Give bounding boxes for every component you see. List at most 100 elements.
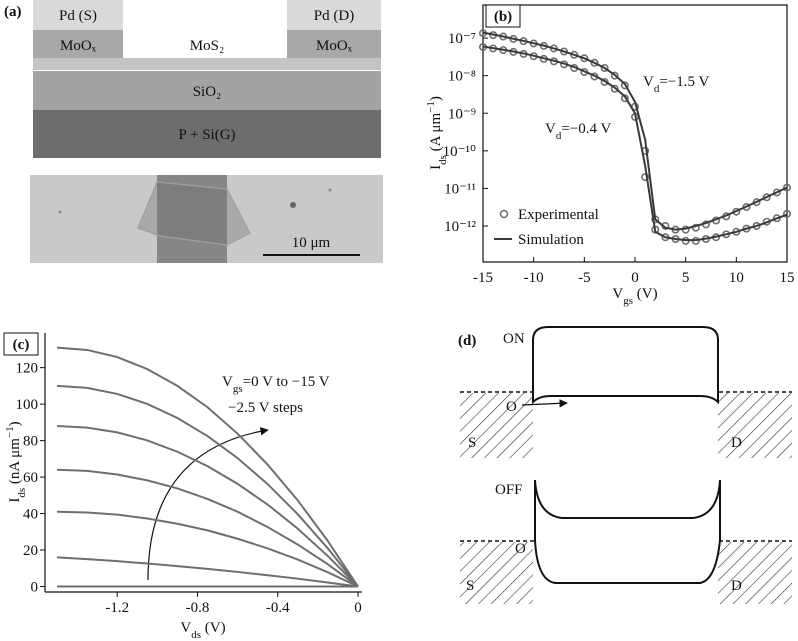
layer-label: MoOₓ xyxy=(316,38,353,54)
sio2-layer xyxy=(33,70,381,110)
panel-label-box xyxy=(3,332,39,356)
y-tick-label: 60 xyxy=(23,470,38,486)
band-on xyxy=(532,326,719,405)
data-point xyxy=(600,64,609,73)
y-axis-label: Ids (nA μm−1) xyxy=(4,421,28,502)
label-part: I xyxy=(7,498,23,503)
label-part: V xyxy=(612,286,623,302)
contact-hatch xyxy=(718,393,792,458)
drain-label: D xyxy=(731,435,742,451)
source-label: S xyxy=(466,578,474,594)
label-part: −1 xyxy=(425,101,437,113)
y-tick-label: 10⁻¹¹ xyxy=(444,181,476,197)
y-tick-label: 20 xyxy=(23,543,38,559)
layer-label: MoS₂ xyxy=(190,38,224,54)
x-tick-label: 0 xyxy=(354,600,362,616)
panel-label-box xyxy=(485,4,521,28)
x-tick-label: 15 xyxy=(780,270,795,286)
panel-label: (a) xyxy=(4,4,22,20)
label-part: =−0.4 V xyxy=(561,121,611,137)
data-line xyxy=(482,45,788,242)
layer-label: MoOₓ xyxy=(60,38,97,54)
x-tick-label: -15 xyxy=(473,270,493,286)
label-part: =−1.5 V xyxy=(659,74,709,90)
arrow xyxy=(521,399,568,408)
annotation: −2.5 V steps xyxy=(228,400,303,416)
label-part: I xyxy=(428,165,444,170)
y-tick-label: 100 xyxy=(16,397,39,413)
data-point xyxy=(762,193,771,202)
speck xyxy=(58,210,62,214)
source-label: S xyxy=(468,435,476,451)
contact-hatch xyxy=(460,542,533,604)
label-part: −1 xyxy=(4,426,16,438)
label-part: d xyxy=(556,130,562,142)
label-part: V xyxy=(180,620,191,636)
gate-layer xyxy=(33,110,381,158)
scale-bar-label: 10 μm xyxy=(292,235,331,251)
label-part: (nA μm xyxy=(7,438,23,488)
x-axis-label: Vgs (V) xyxy=(612,286,657,307)
data-point xyxy=(610,84,619,93)
x-tick-label: 10 xyxy=(729,270,744,286)
label-part: ds xyxy=(16,488,28,498)
panel-d: (d) ON O S D OFF O S D xyxy=(458,326,792,604)
label-part: =0 V to −15 V xyxy=(243,374,330,390)
x-tick-label: 5 xyxy=(682,270,690,286)
state-label: OFF xyxy=(495,482,523,498)
y-tick-label: 120 xyxy=(16,361,39,377)
data-point xyxy=(641,173,650,182)
data-line xyxy=(56,556,359,588)
label-part: gs xyxy=(623,295,633,307)
data-point xyxy=(620,94,629,103)
x-tick-label: -1.2 xyxy=(105,600,129,616)
contact-hatch xyxy=(460,393,533,458)
legend-marker xyxy=(499,209,509,219)
origin-label: O xyxy=(515,541,526,557)
moox-right xyxy=(287,30,381,58)
label-part: ds xyxy=(191,629,201,641)
data-point xyxy=(782,183,791,192)
data-line xyxy=(56,346,359,588)
annotation: Vd=−0.4 V xyxy=(545,121,611,142)
gate-stripe xyxy=(157,175,227,263)
speck xyxy=(290,202,296,208)
label-part: d xyxy=(654,83,660,95)
layer-label: P + Si(G) xyxy=(178,127,235,143)
panel-label: (d) xyxy=(458,333,476,349)
flake xyxy=(137,181,251,246)
label-part: V xyxy=(545,121,556,137)
drain-label: D xyxy=(731,578,742,594)
label-part: (A μm xyxy=(428,113,444,156)
y-tick-label: 10⁻⁸ xyxy=(448,69,476,85)
y-tick-label: 10⁻⁷ xyxy=(448,31,476,47)
label-part: (V) xyxy=(201,620,226,636)
source-contact xyxy=(33,0,123,30)
annotation: Vgs=0 V to −15 V xyxy=(222,374,330,395)
data-line xyxy=(482,31,788,231)
y-axis-label: Ids (A μm−1) xyxy=(425,96,449,170)
moox-left xyxy=(33,30,123,58)
mos2-layer xyxy=(33,58,381,70)
layer-label: SiO₂ xyxy=(193,84,222,100)
y-tick-label: 10⁻¹² xyxy=(444,219,476,235)
data-point xyxy=(580,54,589,63)
band-off xyxy=(534,479,721,584)
panel-a: (a) Pd (S) Pd (D) MoOₓ MoOₓ MoS₂ SiO₂ P … xyxy=(4,0,383,263)
label-part: ) xyxy=(428,96,444,101)
data-line xyxy=(57,510,359,588)
data-point xyxy=(590,58,599,67)
panel-label: (b) xyxy=(494,9,512,25)
data-point xyxy=(620,81,629,90)
label-part: ) xyxy=(7,421,23,426)
label-part: ds xyxy=(437,155,449,165)
origin-label: O xyxy=(506,399,517,415)
data-point xyxy=(772,188,781,197)
data-line xyxy=(56,425,359,588)
label-part: −2.5 V steps xyxy=(228,400,303,416)
data-line xyxy=(56,384,359,588)
y-tick-label: 10⁻¹⁰ xyxy=(443,144,476,160)
panel-label: (c) xyxy=(13,337,30,353)
y-tick-label: 10⁻⁹ xyxy=(448,106,476,122)
